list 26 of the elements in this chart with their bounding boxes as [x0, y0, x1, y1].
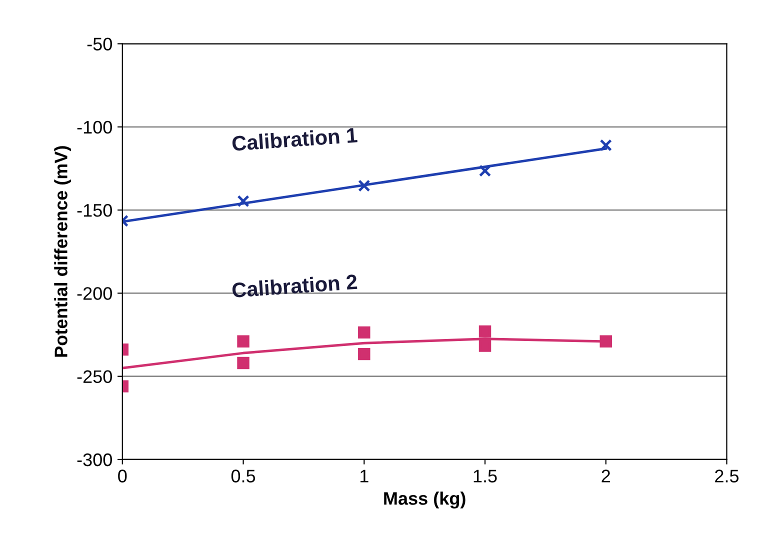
point [237, 356, 250, 370]
point [478, 340, 492, 352]
x-tick-label: 1.5 [474, 470, 497, 482]
point [237, 194, 250, 208]
y-tick-label: -50 [87, 38, 112, 50]
y-tick-label: -300 [77, 453, 112, 466]
x-tick-label: 2 [602, 470, 610, 482]
point [600, 139, 612, 152]
point [358, 348, 370, 360]
point [358, 180, 370, 192]
x-axis-title: Mass (kg) [384, 492, 466, 508]
series-label: Calibration 2 [232, 274, 358, 298]
x-tick-label: 0.5 [231, 470, 256, 482]
series-label: Calibration 1 [232, 127, 358, 152]
x-tick-label: 2.5 [715, 470, 739, 482]
x-tick-label: 0 [118, 470, 127, 482]
y-tick-label: -250 [77, 370, 112, 384]
point [478, 164, 492, 177]
point [478, 325, 492, 338]
y-tick-label: -100 [77, 120, 112, 134]
y-axis-title: Potential difference (mV) [54, 146, 71, 357]
point [237, 335, 250, 348]
y-tick-label: -150 [77, 204, 112, 217]
x-tick-label: 1 [360, 470, 368, 482]
y-tick-label: -200 [77, 287, 112, 300]
point [358, 326, 370, 339]
